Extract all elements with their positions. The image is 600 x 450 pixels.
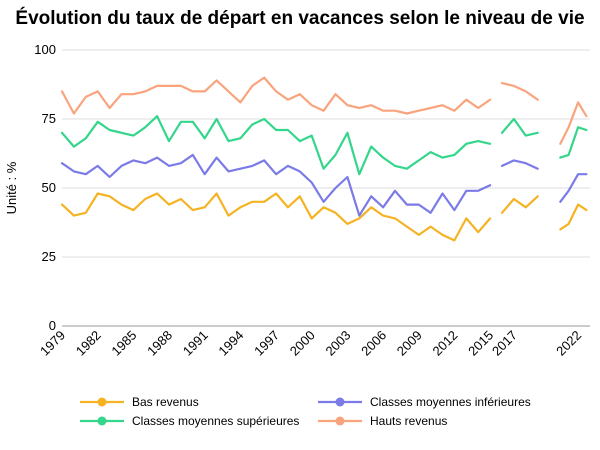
y-tick-labels: 0 25 50 75 100	[34, 42, 56, 333]
series-line	[500, 195, 539, 214]
series-1	[60, 153, 588, 217]
y-tick-label: 100	[34, 42, 56, 57]
legend: Bas revenus Classes moyennes inférieures C…	[80, 395, 531, 428]
x-tick-label: 2006	[358, 328, 389, 359]
x-tick-label: 1979	[37, 328, 68, 359]
series-2	[60, 115, 588, 176]
x-tick-label: 1982	[73, 328, 104, 359]
series-line	[559, 101, 588, 145]
x-tick-label: 2017	[489, 328, 520, 359]
x-tick-label: 1994	[215, 328, 246, 359]
series-line	[500, 117, 539, 137]
y-axis-title: Unité : %	[4, 161, 19, 214]
series-line	[559, 173, 588, 203]
series-line	[60, 76, 492, 115]
y-tick-label: 50	[42, 180, 56, 195]
legend-item: Classes moyennes inférieures	[318, 395, 531, 409]
x-tick-label: 1985	[108, 328, 139, 359]
legend-label: Classes moyennes supérieures	[132, 414, 299, 428]
x-tick-label: 1991	[180, 328, 211, 359]
series-line	[500, 159, 539, 170]
legend-marker	[97, 416, 107, 426]
x-tick-label: 2022	[553, 328, 584, 359]
legend-marker	[335, 416, 345, 426]
legend-label: Bas revenus	[132, 395, 199, 409]
x-tick-label: 2012	[429, 328, 460, 359]
legend-marker	[335, 397, 345, 407]
legend-marker	[97, 397, 107, 407]
series-line	[559, 126, 588, 159]
series-line	[60, 153, 492, 217]
series-layer	[60, 76, 588, 242]
series-line	[500, 81, 539, 101]
x-tick-label: 1997	[251, 328, 282, 359]
legend-item: Classes moyennes supérieures	[80, 414, 299, 428]
y-tick-label: 75	[42, 111, 56, 126]
chart-title: Évolution du taux de départ en vacances …	[15, 8, 585, 29]
series-0	[60, 192, 588, 242]
legend-item: Hauts revenus	[318, 414, 447, 428]
legend-label: Classes moyennes inférieures	[370, 395, 531, 409]
series-line	[60, 115, 492, 176]
series-line	[559, 203, 588, 231]
x-tick-label: 1988	[144, 328, 175, 359]
x-tick-label: 2000	[287, 328, 318, 359]
series-3	[60, 76, 588, 145]
y-tick-label: 0	[49, 318, 56, 333]
grid-layer	[62, 49, 590, 327]
x-tick-label: 2015	[465, 328, 496, 359]
legend-item: Bas revenus	[80, 395, 199, 409]
x-tick-label: 2009	[394, 328, 425, 359]
series-line	[60, 192, 492, 242]
x-tick-label: 2003	[322, 328, 353, 359]
y-tick-label: 25	[42, 249, 56, 264]
legend-label: Hauts revenus	[370, 414, 447, 428]
x-tick-labels: 1979 1982 1985 1988 1991 1994 1997 2000 2003 2006…	[37, 328, 584, 359]
